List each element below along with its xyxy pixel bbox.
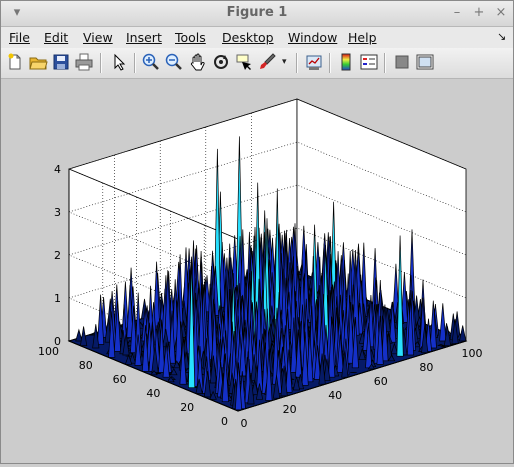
z-tick-label: 0 — [54, 335, 61, 348]
menu-view[interactable]: View — [83, 30, 113, 45]
menu-insert[interactable]: Insert — [126, 30, 162, 45]
close-icon[interactable]: × — [493, 5, 509, 20]
toolbar-separator — [100, 53, 102, 73]
x-tick-label: 80 — [419, 361, 433, 374]
toolbar-separator — [384, 53, 386, 73]
data-cursor-icon[interactable] — [234, 52, 254, 72]
menu-desktop[interactable]: Desktop — [222, 30, 274, 45]
zoom-in-icon[interactable] — [141, 52, 161, 72]
brush-dropdown-icon[interactable]: ▾ — [282, 57, 287, 67]
title-bar: ▾ Figure 1 – + × — [1, 1, 513, 27]
z-tick-label: 3 — [54, 206, 61, 219]
z-tick-label: 1 — [54, 292, 61, 305]
menu-edit[interactable]: Edit — [44, 30, 68, 45]
y-tick-label: 40 — [146, 387, 160, 400]
surface-spike — [88, 335, 94, 336]
y-tick-label: 0 — [221, 415, 228, 428]
pan-hand-icon[interactable] — [188, 52, 208, 72]
print-icon[interactable] — [74, 52, 94, 72]
show-plot-tools-icon[interactable] — [415, 52, 435, 72]
hide-plot-tools-icon[interactable] — [392, 52, 412, 72]
menu-bar: File Edit View Insert Tools Desktop Wind… — [1, 27, 513, 48]
menu-window[interactable]: Window — [288, 30, 337, 45]
y-tick-label: 80 — [79, 359, 93, 372]
menu-help[interactable]: Help — [348, 30, 377, 45]
link-plot-icon[interactable] — [304, 52, 324, 72]
colorbar-icon[interactable] — [336, 52, 356, 72]
x-tick-label: 20 — [283, 403, 297, 416]
new-figure-icon[interactable] — [5, 52, 25, 72]
save-icon[interactable] — [51, 52, 71, 72]
z-tick-label: 2 — [54, 249, 61, 262]
open-file-icon[interactable] — [28, 52, 48, 72]
menu-file[interactable]: File — [9, 30, 30, 45]
window-title: Figure 1 — [1, 5, 513, 20]
z-tick-label: 4 — [54, 163, 61, 176]
zoom-out-icon[interactable] — [164, 52, 184, 72]
menu-tools[interactable]: Tools — [175, 30, 206, 45]
y-tick-label: 20 — [180, 401, 194, 414]
maximize-icon[interactable]: + — [471, 5, 487, 20]
x-tick-label: 100 — [462, 347, 483, 360]
x-tick-label: 60 — [374, 375, 388, 388]
y-tick-label: 60 — [113, 373, 127, 386]
figure-toolbar: ▾ — [1, 48, 513, 79]
toolbar-separator — [329, 53, 331, 73]
x-tick-label: 0 — [241, 417, 248, 430]
minimize-icon[interactable]: – — [449, 5, 465, 20]
rotate-3d-icon[interactable] — [211, 52, 231, 72]
brush-icon[interactable] — [257, 52, 277, 72]
x-tick-label: 40 — [328, 389, 342, 402]
legend-icon[interactable] — [359, 52, 379, 72]
toolbar-separator — [296, 53, 298, 73]
dock-arrow-icon[interactable]: ↘ — [497, 30, 506, 43]
toolbar-separator — [134, 53, 136, 73]
select-arrow-icon[interactable] — [109, 52, 129, 72]
